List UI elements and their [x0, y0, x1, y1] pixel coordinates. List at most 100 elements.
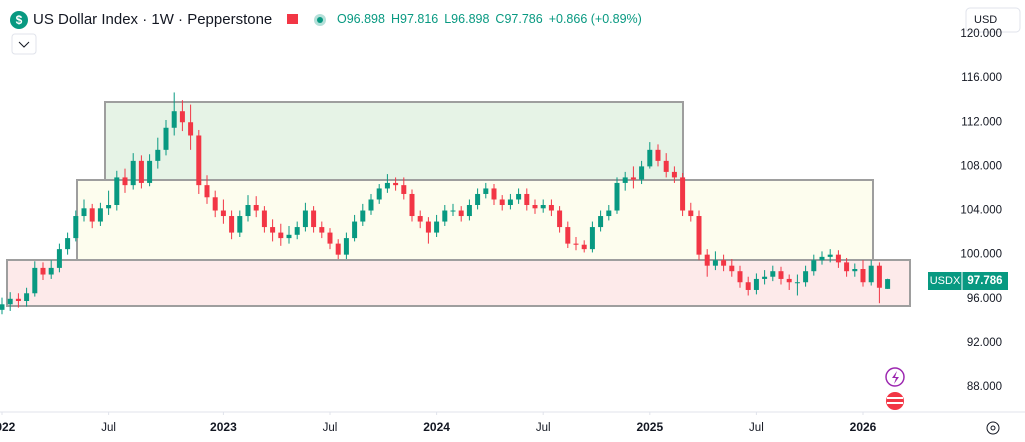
y-tick-label: 120.000 — [960, 28, 1002, 40]
symbol-icon — [10, 11, 28, 29]
legend-item: O96.898 — [337, 12, 385, 26]
candle-body — [179, 111, 185, 123]
candle-body — [73, 216, 79, 239]
candle-body — [270, 227, 276, 233]
candle-body — [188, 122, 194, 136]
candle-body — [581, 244, 587, 250]
candle-body — [32, 267, 38, 294]
economic-icon[interactable] — [886, 392, 904, 410]
candle-body — [138, 160, 144, 183]
candle-body — [606, 210, 612, 217]
candle-body — [696, 216, 702, 255]
candle-body — [81, 208, 87, 217]
flag-icon[interactable] — [287, 14, 298, 24]
candle-body — [450, 210, 456, 212]
y-tick-label: 104.000 — [960, 205, 1002, 217]
symbol-title: US Dollar Index · 1W · Pepperstone — [33, 11, 272, 28]
candle-body — [712, 260, 718, 266]
zone-red — [6, 259, 911, 307]
price-tag-symbol: USDX — [930, 275, 961, 287]
candle-body — [557, 210, 563, 228]
y-tick-label: 96.000 — [967, 293, 1002, 305]
candle-body — [647, 149, 653, 167]
candle-body — [294, 227, 300, 235]
candle-body — [491, 188, 497, 200]
legend-item: C97.786 — [495, 12, 542, 26]
candle-body — [212, 197, 218, 211]
y-tick-label: 112.000 — [961, 116, 1002, 128]
candle-body — [327, 232, 333, 244]
candle-body — [745, 282, 751, 290]
candle-body — [639, 166, 645, 180]
candle-body — [286, 234, 292, 239]
x-tick-label: 2023 — [210, 420, 237, 434]
candle-body — [163, 127, 169, 150]
candle-body — [835, 254, 841, 263]
settings-icon[interactable] — [986, 421, 1000, 435]
candle-body — [548, 205, 554, 211]
candle-body — [376, 188, 382, 200]
candle-body — [860, 268, 866, 283]
candle-body — [0, 304, 5, 310]
zones — [6, 101, 911, 307]
legend-item: H97.816 — [391, 12, 438, 26]
x-tick-label: 2024 — [423, 420, 450, 434]
candle-body — [614, 182, 620, 211]
currency-button[interactable] — [965, 7, 1021, 33]
candle-body — [425, 221, 431, 233]
candle-body — [532, 205, 538, 209]
candle-body — [794, 282, 800, 284]
x-tick-label: 2025 — [636, 420, 663, 434]
candle-body — [819, 256, 825, 261]
candle-body — [483, 188, 489, 194]
candle-body — [302, 210, 308, 228]
symbol-icon-glyph: $ — [16, 13, 23, 27]
candle-body — [680, 177, 686, 211]
candle-body — [499, 199, 505, 206]
x-tick-label: Jul — [536, 422, 551, 434]
price-tag-price: 97.786 — [967, 275, 1002, 287]
candle-body — [40, 267, 46, 275]
collapse-button[interactable] — [11, 33, 37, 55]
candle-body — [655, 149, 661, 161]
candle-body — [811, 260, 817, 272]
y-tick-label: 92.000 — [967, 337, 1002, 349]
candle-body — [7, 298, 13, 305]
candle-body — [778, 271, 784, 279]
candle-body — [106, 205, 112, 209]
candle-body — [442, 210, 448, 222]
settings-icon-core — [990, 425, 996, 431]
candle-body — [352, 221, 358, 239]
candle-body — [417, 216, 423, 222]
candle-body — [261, 210, 267, 228]
candle-body — [868, 265, 874, 283]
candle-body — [220, 210, 226, 217]
candle-body — [434, 221, 440, 233]
candle-body — [360, 210, 366, 222]
candle-body — [721, 260, 727, 266]
candle-body — [155, 149, 161, 161]
zone-green — [104, 101, 684, 181]
candle-body — [56, 249, 62, 268]
candle-body — [311, 210, 317, 228]
candle-body — [688, 210, 694, 217]
candle-body — [204, 185, 210, 198]
candle-body — [565, 227, 571, 244]
x-tick-label: Jul — [101, 422, 116, 434]
candle-body — [171, 111, 177, 128]
candle-body — [876, 265, 882, 288]
flag-stripe — [887, 397, 903, 399]
candle-body — [253, 205, 259, 211]
currency-label: USD — [974, 14, 997, 26]
candle-body — [278, 232, 284, 239]
legend-item: +0.866 (+0.89%) — [549, 12, 642, 26]
candle-body — [663, 160, 669, 172]
candle-body — [729, 265, 735, 272]
candle-body — [622, 177, 628, 183]
candle-body — [343, 238, 349, 255]
candle-body — [573, 243, 579, 245]
y-tick-label: 100.000 — [960, 249, 1002, 261]
collapse-chevron — [18, 41, 30, 48]
